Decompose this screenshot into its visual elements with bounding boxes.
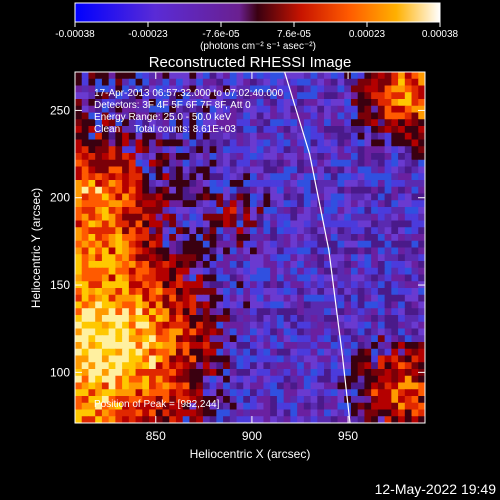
plot-frame [74, 71, 426, 424]
colorbar-tick-label: -7.6e-05 [202, 29, 240, 40]
info-energy-range: Energy Range: 25.0 - 50.0 keV [94, 112, 232, 123]
info-total-counts: Clean Total counts: 8.61E+03 [94, 124, 236, 135]
info-text: 17-Apr-2013 06:57:32.000 to 07:02:40.000… [94, 88, 283, 410]
y-tick-label: 200 [50, 191, 70, 205]
solar-limb-curve [284, 72, 351, 423]
info-detectors: Detectors: 3F 4F 5F 6F 7F 8F, Att 0 [94, 100, 251, 111]
y-tick-label: 100 [50, 365, 70, 379]
colorbar-unit-label: (photons cm⁻² s⁻¹ asec⁻²) [200, 41, 316, 52]
chart-title: Reconstructed RHESSI Image [149, 54, 352, 71]
plot-area: 850 900 950 100 150 200 250 17-Apr-2013 06:57:… [50, 71, 426, 443]
colorbar-gradient [74, 2, 441, 23]
x-tick-label: 900 [242, 429, 262, 443]
colorbar-tick-label: -0.00023 [128, 29, 168, 40]
heatmap-image [75, 72, 425, 423]
peak-position-label: Position of Peak = [982,244] [94, 399, 220, 410]
colorbar-tick-label: 0.00023 [349, 29, 386, 40]
x-tick-label: 950 [338, 429, 358, 443]
colorbar: -0.00038 -0.00023 -7.6e-05 7.6e-05 0.00023 0.… [55, 2, 459, 52]
x-axis-label: Heliocentric X (arcsec) [190, 447, 311, 461]
info-time-range: 17-Apr-2013 06:57:32.000 to 07:02:40.000 [94, 88, 283, 99]
y-tick-label: 150 [50, 278, 70, 292]
footer-date: 12-May-2022 19:49 [375, 481, 497, 497]
y-tick-label: 250 [50, 103, 70, 117]
colorbar-tick-label: 7.6e-05 [277, 29, 311, 40]
colorbar-tick-label: -0.00038 [55, 29, 95, 40]
colorbar-ticks: -0.00038 -0.00023 -7.6e-05 7.6e-05 0.00023 0.… [55, 22, 459, 40]
y-axis-label: Heliocentric Y (arcsec) [29, 188, 43, 308]
x-tick-label: 850 [146, 429, 166, 443]
axis-ticks: 850 900 950 100 150 200 250 [50, 72, 425, 443]
colorbar-tick-label: 0.00038 [422, 29, 459, 40]
